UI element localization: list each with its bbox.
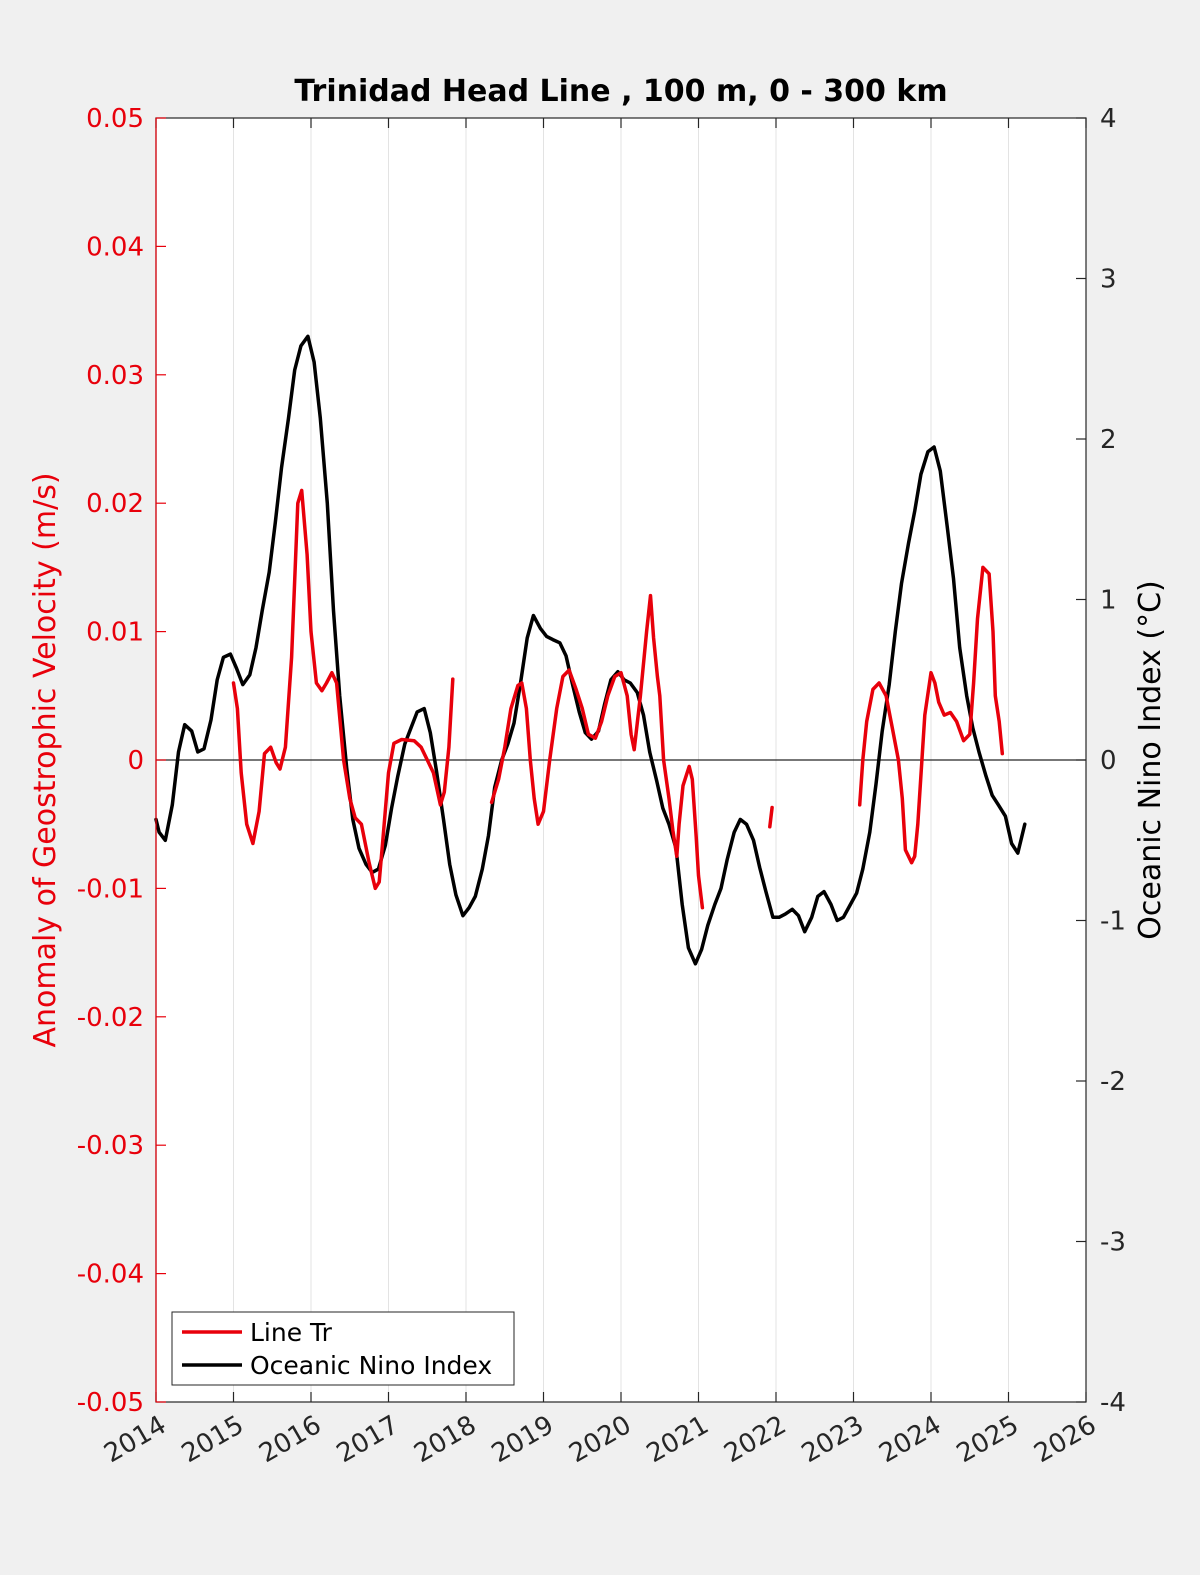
right-y-tick-label: 2 xyxy=(1100,425,1117,455)
series-layer xyxy=(154,334,1027,966)
chart-title: Trinidad Head Line , 100 m, 0 - 300 km xyxy=(294,74,947,109)
left-y-tick-label: -0.05 xyxy=(77,1388,144,1418)
legend-label-oceanic-nino-index: Oceanic Nino Index xyxy=(250,1351,492,1380)
left-y-tick-label: 0.04 xyxy=(86,232,144,262)
left-y-tick-labels: 0.05 0.04 0.03 0.02 0.01 0 -0.01 -0.02 -0.03 -0.0… xyxy=(77,104,144,1418)
tick-marks xyxy=(155,117,1087,1403)
left-y-tick-label: -0.04 xyxy=(77,1260,144,1290)
right-axis-label: Oceanic Nino Index (°C) xyxy=(1133,580,1168,940)
left-y-tick-label: -0.01 xyxy=(77,874,144,904)
right-y-tick-labels: 4 3 2 1 0 -1 -2 -3 -4 xyxy=(1100,104,1126,1418)
left-y-tick-label: 0.01 xyxy=(86,618,144,648)
left-y-tick-label: 0.05 xyxy=(86,104,144,134)
series-line-line-tr xyxy=(489,593,705,910)
legend-label-line-tr: Line Tr xyxy=(250,1318,333,1347)
left-y-tick-label: 0.02 xyxy=(86,489,144,519)
right-y-tick-label: -3 xyxy=(1100,1228,1126,1258)
left-y-tick-label: 0 xyxy=(127,746,144,776)
right-y-tick-label: -1 xyxy=(1100,907,1126,937)
left-y-tick-label: -0.03 xyxy=(77,1131,144,1161)
legend-box xyxy=(171,1311,515,1386)
left-y-tick-label: -0.02 xyxy=(77,1003,144,1033)
right-y-tick-label: 4 xyxy=(1100,104,1117,134)
legend: Line Tr Oceanic Nino Index xyxy=(171,1311,515,1386)
right-y-tick-label: 0 xyxy=(1100,746,1117,776)
right-y-tick-label: -2 xyxy=(1100,1067,1126,1097)
left-axis-label: Anomaly of Geostrophic Velocity (m/s) xyxy=(28,472,63,1047)
series-line-line-tr xyxy=(857,565,1005,865)
right-y-tick-label: -4 xyxy=(1100,1388,1126,1418)
right-y-tick-label: 3 xyxy=(1100,265,1117,295)
series-line-line-tr xyxy=(768,805,774,829)
right-y-tick-label: 1 xyxy=(1100,586,1117,616)
left-y-tick-label: 0.03 xyxy=(86,361,144,391)
series-line-line-tr xyxy=(231,488,455,891)
